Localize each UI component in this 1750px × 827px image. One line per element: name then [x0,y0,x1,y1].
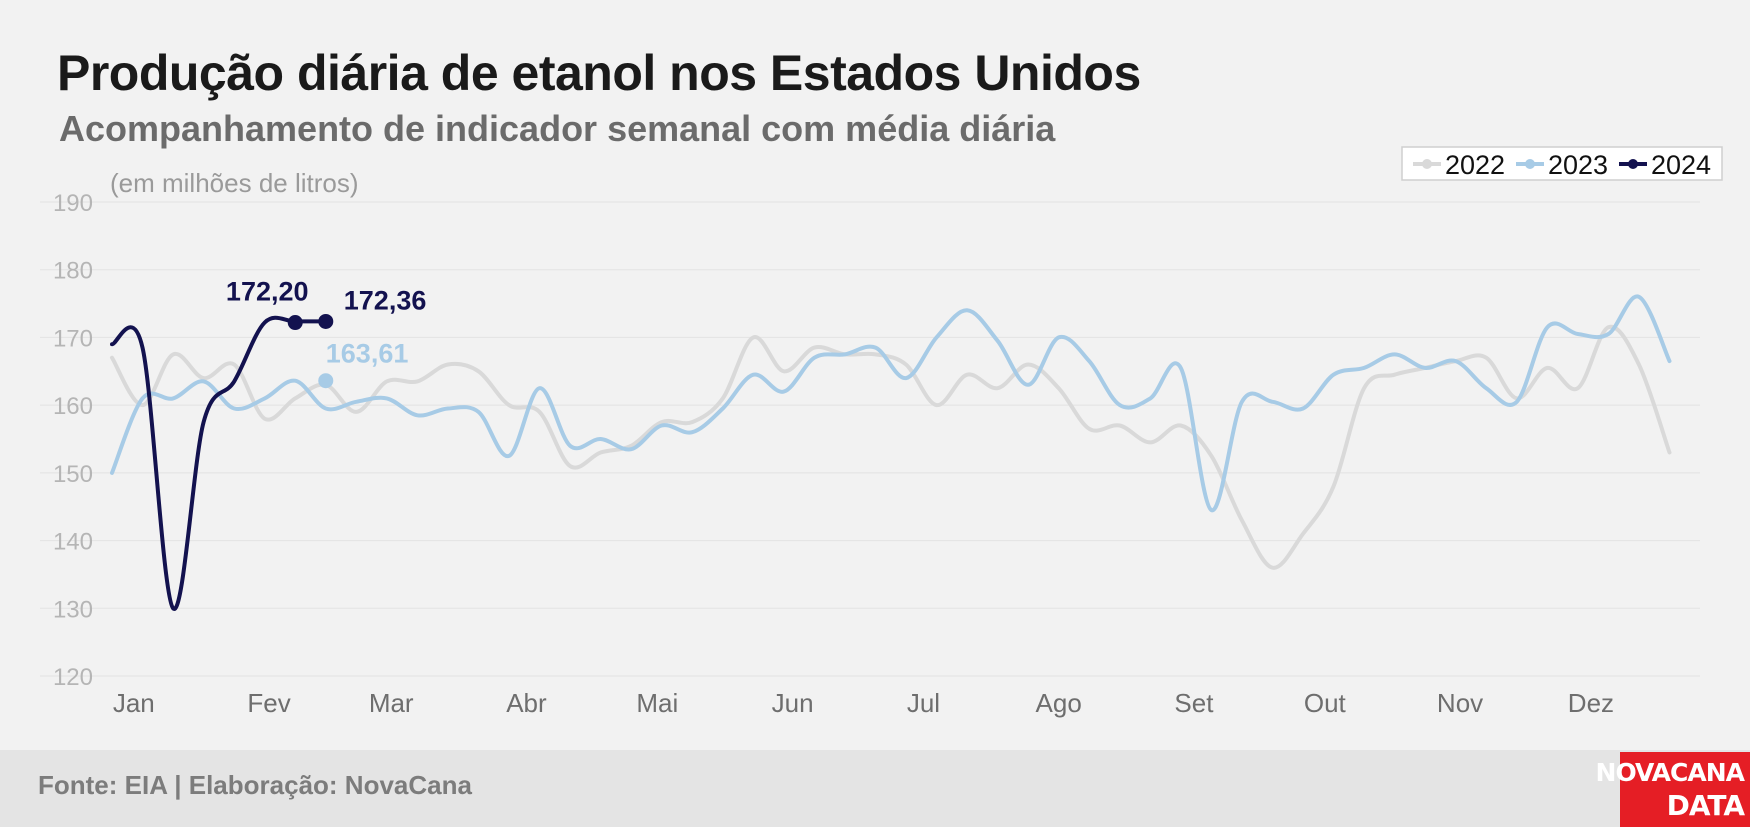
x-tick-label: Mar [369,688,414,718]
data-label-2024: 172,20 [226,277,309,307]
legend-swatch-dot [1422,159,1432,169]
legend: 2022 2023 2024 [1401,146,1723,181]
legend-item-2022: 2022 [1413,150,1505,180]
chart-title: Produção diária de etanol nos Estados Un… [57,45,1141,101]
y-tick-label: 150 [53,461,93,488]
logo-line-1: NOVACANA [1595,758,1745,787]
series-line-2023 [110,294,1672,513]
data-label-2023: 163,61 [326,339,409,369]
legend-swatch-dot [1525,159,1535,169]
logo-line-2: DATA [1666,789,1745,822]
x-tick-label: Jul [907,688,940,718]
y-axis-label: (em milhões de litros) [110,168,359,198]
legend-swatch-dot [1628,159,1638,169]
legend-label: 2023 [1548,150,1608,180]
y-tick-label: 140 [53,529,93,556]
legend-item-2023: 2023 [1516,150,1608,180]
y-tick-label: 120 [53,664,93,691]
legend-item-2024: 2024 [1619,150,1711,180]
x-tick-label: Out [1304,688,1347,718]
footer-bar: Fonte: EIA | Elaboração: NovaCana [0,750,1750,827]
x-tick-label: Abr [506,688,547,718]
x-tick-label: Mai [636,688,678,718]
data-point-2024 [318,313,334,329]
data-point-2024 [287,315,303,331]
x-tick-label: Ago [1036,688,1082,718]
y-tick-label: 160 [53,393,93,420]
x-tick-label: Set [1174,688,1214,718]
novacana-data-logo: NOVACANA DATA [1596,752,1750,827]
legend-box [1401,146,1723,181]
data-label-2024: 172,36 [344,285,427,315]
data-point-2023 [318,373,334,389]
x-tick-label: Nov [1437,688,1483,718]
x-tick-label: Jan [113,688,155,718]
x-tick-label: Jun [772,688,814,718]
y-tick-label: 130 [53,596,93,623]
series-line-2024 [110,315,328,611]
chart-subtitle: Acompanhamento de indicador semanal com … [59,108,1056,149]
y-tick-label: 190 [53,190,93,217]
x-tick-label: Dez [1568,688,1614,718]
legend-label: 2022 [1445,150,1505,180]
source-note: Fonte: EIA | Elaboração: NovaCana [38,770,472,800]
y-tick-label: 170 [53,325,93,352]
legend-label: 2024 [1651,150,1711,180]
line-chart: 120 130 140 150 160 170 180 190 (em milhões de l… [40,146,1723,718]
x-tick-label: Fev [247,688,290,718]
y-tick-label: 180 [53,258,93,285]
